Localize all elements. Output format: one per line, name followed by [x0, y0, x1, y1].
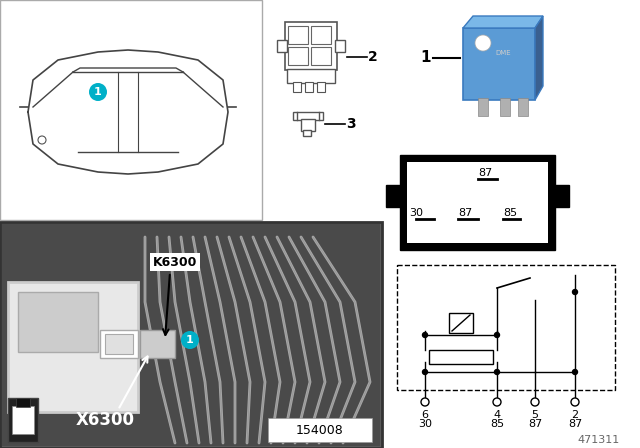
Text: K6300: K6300 — [153, 255, 197, 268]
Text: DME: DME — [495, 50, 511, 56]
Circle shape — [571, 398, 579, 406]
Bar — [18, 292, 98, 352]
Bar — [303, 130, 311, 136]
Circle shape — [422, 332, 428, 337]
Bar — [429, 350, 493, 364]
Bar — [268, 418, 372, 442]
Bar — [311, 26, 331, 44]
Bar — [397, 265, 615, 390]
Polygon shape — [535, 16, 543, 100]
Bar — [287, 69, 335, 83]
Text: 85: 85 — [490, 419, 504, 429]
Circle shape — [421, 398, 429, 406]
Bar — [8, 398, 38, 442]
Bar — [277, 40, 287, 52]
Circle shape — [422, 370, 428, 375]
Text: 87: 87 — [528, 419, 542, 429]
Bar — [335, 40, 345, 52]
Text: 6: 6 — [422, 410, 429, 420]
Bar — [8, 282, 138, 412]
Bar — [140, 330, 175, 358]
Circle shape — [89, 83, 107, 101]
Bar — [293, 82, 301, 92]
Bar — [288, 26, 308, 44]
Circle shape — [181, 331, 199, 349]
Bar — [100, 330, 138, 358]
Bar — [293, 112, 323, 120]
Bar — [317, 82, 325, 92]
Circle shape — [531, 398, 539, 406]
Bar — [12, 406, 34, 434]
Bar — [2, 224, 380, 446]
Bar — [518, 98, 528, 116]
Circle shape — [573, 370, 577, 375]
Bar — [386, 185, 401, 207]
Text: 85: 85 — [503, 208, 517, 218]
Text: 87: 87 — [568, 419, 582, 429]
Bar — [463, 28, 535, 100]
Circle shape — [493, 398, 501, 406]
Bar — [0, 0, 262, 220]
Circle shape — [573, 289, 577, 294]
Bar — [0, 222, 382, 448]
Circle shape — [38, 136, 46, 144]
Text: 87: 87 — [458, 208, 472, 218]
Bar — [407, 162, 548, 243]
Text: 1: 1 — [94, 87, 102, 97]
Bar — [285, 22, 337, 70]
Bar — [288, 47, 308, 65]
Text: 5: 5 — [531, 410, 538, 420]
Circle shape — [495, 370, 499, 375]
Text: 471311: 471311 — [578, 435, 620, 445]
Text: 1: 1 — [420, 51, 431, 65]
Text: X6300: X6300 — [76, 411, 134, 429]
Bar — [8, 282, 138, 412]
Polygon shape — [463, 16, 543, 28]
Bar — [400, 155, 555, 250]
Bar — [305, 82, 313, 92]
Circle shape — [495, 332, 499, 337]
Bar — [478, 98, 488, 116]
Text: 87: 87 — [478, 168, 492, 178]
Bar — [105, 334, 133, 354]
Bar — [554, 185, 569, 207]
Text: 2: 2 — [572, 410, 579, 420]
Text: 3: 3 — [346, 117, 356, 131]
Text: 30: 30 — [418, 419, 432, 429]
Circle shape — [475, 35, 491, 51]
Text: 4: 4 — [493, 410, 500, 420]
Bar — [301, 119, 315, 131]
Text: 2: 2 — [368, 50, 378, 64]
Text: 154008: 154008 — [296, 423, 344, 436]
Bar — [500, 98, 510, 116]
Text: 30: 30 — [409, 208, 423, 218]
Text: 1: 1 — [186, 335, 194, 345]
Bar — [449, 313, 473, 333]
Bar — [16, 398, 30, 407]
Bar — [311, 47, 331, 65]
